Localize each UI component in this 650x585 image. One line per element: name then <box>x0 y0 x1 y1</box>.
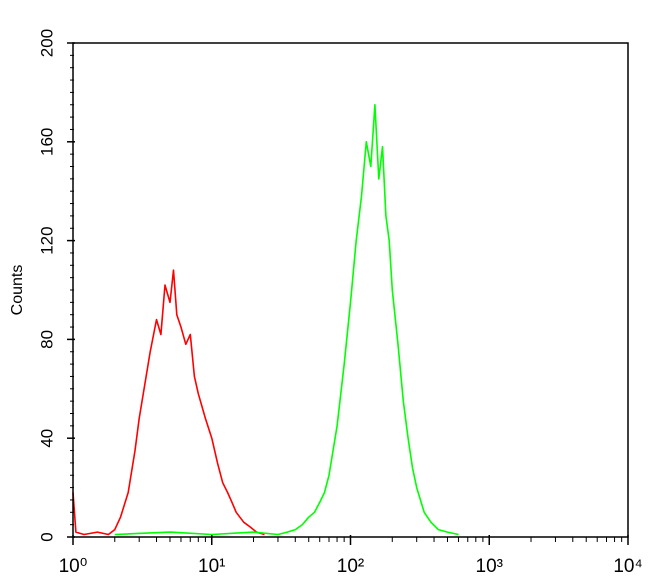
y-tick-label: 160 <box>37 128 56 156</box>
x-tick-label: 10⁴ <box>613 556 642 577</box>
x-tick-label: 10¹ <box>198 556 225 577</box>
y-tick-label: 40 <box>37 429 56 448</box>
y-axis-label: Counts <box>9 265 26 316</box>
histogram-line <box>114 104 459 536</box>
histogram-line <box>72 269 265 536</box>
y-tick-label: 80 <box>37 330 56 349</box>
y-tick-label: 0 <box>37 532 56 541</box>
y-tick-label: 200 <box>37 29 56 57</box>
x-tick-label: 10² <box>337 556 364 577</box>
x-tick-label: 10⁰ <box>59 556 88 577</box>
y-tick-label: 120 <box>37 226 56 254</box>
x-tick-label: 10³ <box>476 556 503 577</box>
